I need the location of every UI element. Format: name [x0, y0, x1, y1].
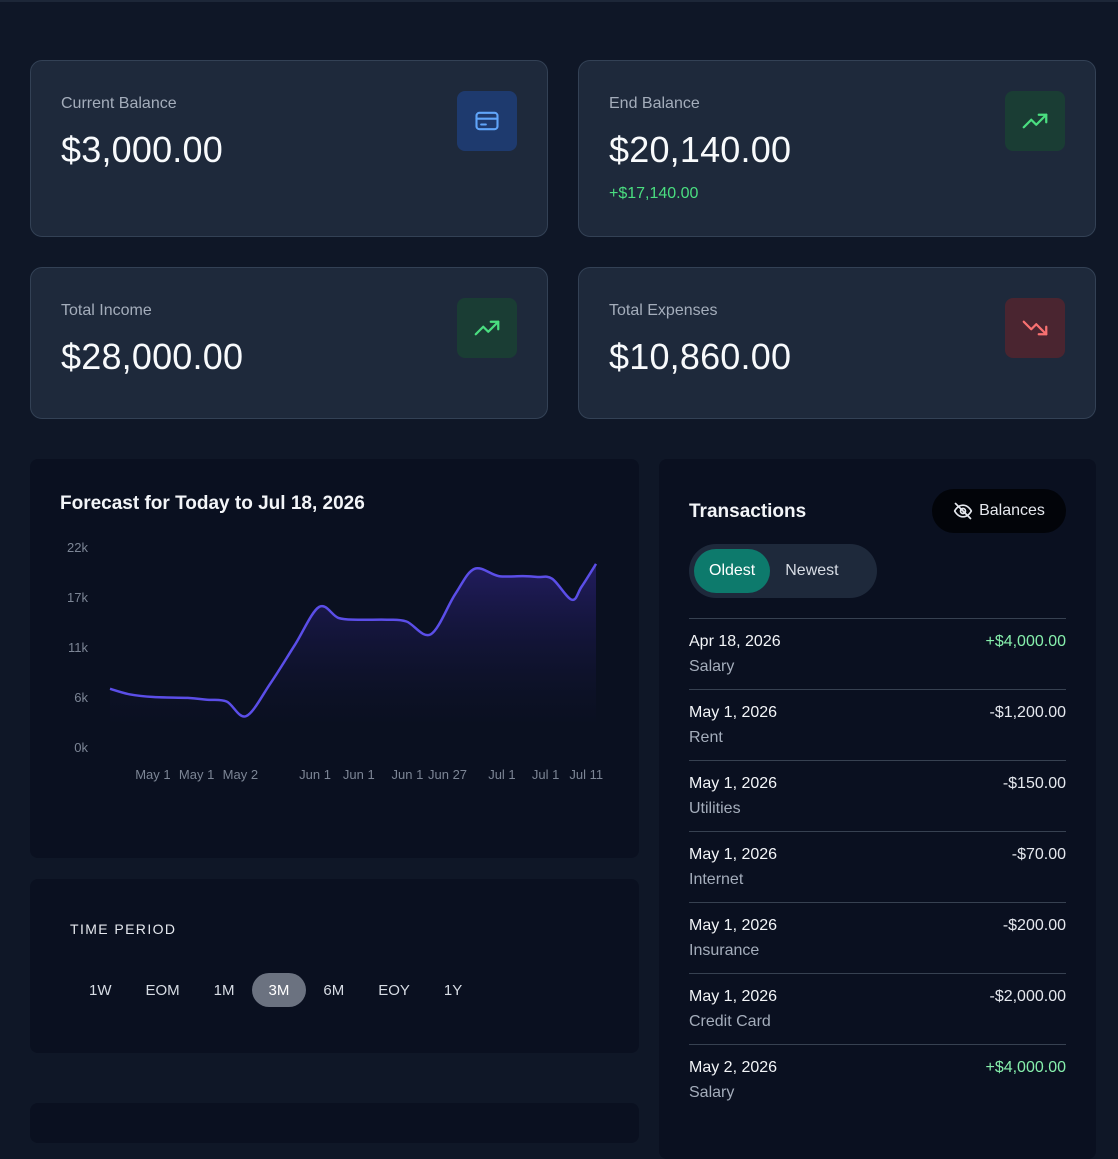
end-balance-delta: +$17,140.00 [609, 185, 699, 202]
transaction-description: Internet [689, 871, 744, 888]
current-balance-value: $3,000.00 [61, 129, 223, 170]
transaction-description: Insurance [689, 942, 760, 959]
total-expenses-card: Total Expenses $10,860.00 [578, 267, 1096, 419]
transaction-row[interactable]: Apr 18, 2026 Salary +$4,000.00 [689, 618, 1066, 689]
trending-up-icon [1005, 91, 1065, 151]
time-period-option-eoy[interactable]: EOY [378, 981, 410, 999]
time-period-option-3m[interactable]: 3M [251, 973, 307, 1007]
time-period-option-1m[interactable]: 1M [213, 981, 235, 999]
y-tick-label: 11k [68, 640, 88, 655]
transactions-panel: Transactions Balances Oldest Newest Apr … [659, 459, 1096, 1159]
transaction-row[interactable]: May 1, 2026 Insurance -$200.00 [689, 902, 1066, 973]
current-balance-card: Current Balance $3,000.00 [30, 60, 548, 237]
forecast-chart: 22k 17k 11k 6k 0k May 1 May 1 May 2 Jun 1 Jun 1 J… [67, 540, 603, 782]
end-balance-label: End Balance [609, 95, 700, 112]
time-period-option-1w[interactable]: 1W [89, 981, 112, 999]
trending-up-icon [457, 298, 517, 358]
total-income-card: Total Income $28,000.00 [30, 267, 548, 419]
total-expenses-label: Total Expenses [609, 302, 718, 319]
transaction-description: Utilities [689, 800, 741, 817]
transaction-description: Salary [689, 658, 735, 675]
end-balance-value: $20,140.00 [609, 129, 792, 170]
transaction-amount: -$2,000.00 [989, 988, 1066, 1005]
x-tick-label: May 2 [223, 767, 258, 782]
transaction-date: May 1, 2026 [689, 988, 778, 1005]
transaction-row[interactable]: May 1, 2026 Rent -$1,200.00 [689, 689, 1066, 760]
transaction-amount: -$70.00 [1011, 846, 1066, 863]
eye-off-icon [953, 502, 973, 520]
transaction-amount: +$4,000.00 [985, 1059, 1066, 1076]
transaction-description: Rent [689, 729, 723, 746]
transaction-description: Credit Card [689, 1013, 771, 1030]
forecast-line [109, 563, 598, 718]
transaction-date: May 1, 2026 [689, 704, 778, 721]
top-border [0, 0, 1118, 2]
x-tick-label: Jun 27 [428, 767, 467, 782]
x-tick-label: May 1 [179, 767, 214, 782]
end-balance-card: End Balance $20,140.00 +$17,140.00 [578, 60, 1096, 237]
time-period-label: TIME PERIOD [70, 921, 177, 937]
x-tick-label: Jun 1 [343, 767, 375, 782]
chart-title: Forecast for Today to Jul 18, 2026 [60, 493, 365, 514]
x-tick-label: May 1 [135, 767, 170, 782]
bottom-panel [30, 1103, 639, 1143]
transaction-date: May 1, 2026 [689, 846, 778, 863]
credit-card-icon [457, 91, 517, 151]
y-tick-label: 6k [74, 690, 88, 705]
toggle-balances-button[interactable]: Balances [932, 489, 1066, 533]
x-tick-label: Jul 11 [569, 767, 603, 782]
current-balance-label: Current Balance [61, 95, 177, 112]
x-tick-label: Jul 1 [532, 767, 559, 782]
total-income-value: $28,000.00 [61, 336, 244, 377]
x-tick-label: Jul 1 [488, 767, 515, 782]
total-income-label: Total Income [61, 302, 152, 319]
forecast-area [110, 563, 596, 727]
transaction-description: Salary [689, 1084, 735, 1101]
transactions-list: Apr 18, 2026 Salary +$4,000.00 May 1, 2026 R… [689, 618, 1066, 1115]
x-tick-label: Jun 1 [299, 767, 331, 782]
transaction-date: May 1, 2026 [689, 917, 778, 934]
transaction-amount: -$1,200.00 [989, 704, 1066, 721]
balances-button-label: Balances [979, 502, 1045, 519]
transaction-row[interactable]: May 1, 2026 Credit Card -$2,000.00 [689, 973, 1066, 1044]
sort-newest-button[interactable]: Newest [785, 562, 839, 579]
time-period-panel: TIME PERIOD 1W EOM 1M 3M 6M EOY 1Y [30, 879, 639, 1053]
forecast-chart-panel: Forecast for Today to Jul 18, 2026 22k 17… [30, 459, 639, 858]
total-expenses-value: $10,860.00 [609, 336, 792, 377]
y-tick-label: 0k [74, 740, 88, 755]
time-period-option-eom[interactable]: EOM [145, 981, 180, 999]
transaction-date: May 1, 2026 [689, 775, 778, 792]
trending-down-icon [1005, 298, 1065, 358]
transaction-date: Apr 18, 2026 [689, 633, 781, 650]
x-tick-label: Jun 1 [392, 767, 424, 782]
time-period-option-6m[interactable]: 6M [323, 981, 345, 999]
transactions-title: Transactions [689, 501, 807, 522]
transaction-date: May 2, 2026 [689, 1059, 778, 1076]
y-tick-label: 17k [67, 590, 88, 605]
transaction-amount: -$200.00 [1002, 917, 1066, 934]
transaction-row[interactable]: May 1, 2026 Utilities -$150.00 [689, 760, 1066, 831]
sort-oldest-button[interactable]: Oldest [694, 549, 771, 593]
transaction-row[interactable]: May 1, 2026 Internet -$70.00 [689, 831, 1066, 902]
transaction-amount: -$150.00 [1002, 775, 1066, 792]
transaction-row[interactable]: May 2, 2026 Salary +$4,000.00 [689, 1044, 1066, 1115]
transaction-amount: +$4,000.00 [985, 633, 1066, 650]
time-period-options: 1W EOM 1M 3M 6M EOY 1Y [72, 973, 479, 1007]
y-tick-label: 22k [67, 540, 88, 555]
sort-toggle: Oldest Newest [689, 544, 877, 598]
time-period-option-1y[interactable]: 1Y [443, 981, 463, 999]
